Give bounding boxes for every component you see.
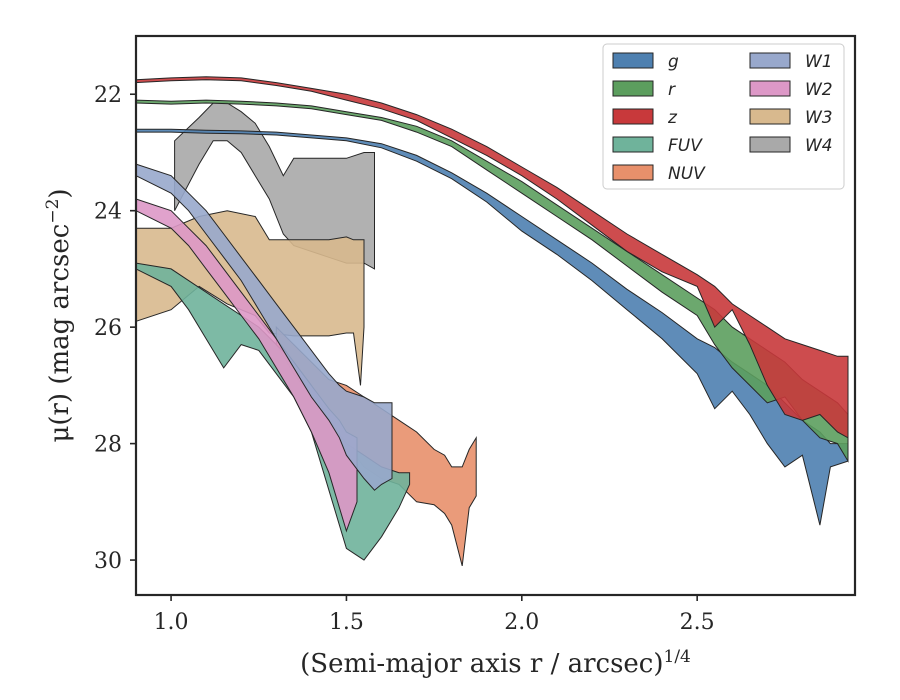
y-axis-label: μ(r) (mag arcsec−2) <box>43 188 75 442</box>
legend-label-w3: W3 <box>805 108 833 128</box>
plot-frame <box>134 34 857 597</box>
y-axis-ticks: 22 24 26 28 30 <box>94 83 136 574</box>
band-z <box>135 76 849 439</box>
band-w2 <box>135 198 358 533</box>
legend-label-nuv: NUV <box>668 164 706 184</box>
x-axis-label: (Semi-major axis r / arcsec)1/4 <box>300 647 691 679</box>
x-tick-label: 1.0 <box>154 610 189 635</box>
legend-label-g: g <box>668 52 679 72</box>
x-tick-label: 2.5 <box>680 610 715 635</box>
y-tick-label: 24 <box>94 200 122 225</box>
legend-swatch-w4 <box>749 136 791 153</box>
legend-swatch-g <box>612 52 654 69</box>
legend-label-z: z <box>667 108 678 128</box>
y-tick-label: 30 <box>94 549 122 574</box>
legend-swatch-r <box>612 80 654 97</box>
band-areas <box>135 76 849 567</box>
legend-swatch-fuv <box>612 136 654 153</box>
legend-swatch-w2 <box>749 80 791 97</box>
legend-swatch-nuv <box>612 164 654 181</box>
band-w4 <box>174 102 375 270</box>
legend-swatch-w3 <box>749 108 791 125</box>
band-w1 <box>135 163 393 491</box>
y-tick-label: 28 <box>94 433 122 458</box>
legend-swatch-z <box>612 108 654 125</box>
x-tick-label: 1.5 <box>329 610 364 635</box>
legend-label-r: r <box>668 80 676 100</box>
legend-label-fuv: FUV <box>668 136 703 156</box>
legend-label-w2: W2 <box>805 80 833 100</box>
y-tick-label: 26 <box>94 316 122 341</box>
legend-label-w1: W1 <box>805 52 833 72</box>
x-tick-label: 2.0 <box>504 610 539 635</box>
legend: grz FUV NUV W1 W2 W3 W4 <box>602 43 845 190</box>
legend-box <box>602 43 845 190</box>
legend-swatch-w1 <box>749 52 791 69</box>
band-r <box>135 99 849 463</box>
legend-label-w4: W4 <box>805 136 833 156</box>
x-axis-ticks: 1.0 1.5 2.0 2.5 <box>154 595 715 635</box>
y-tick-label: 22 <box>94 83 122 108</box>
